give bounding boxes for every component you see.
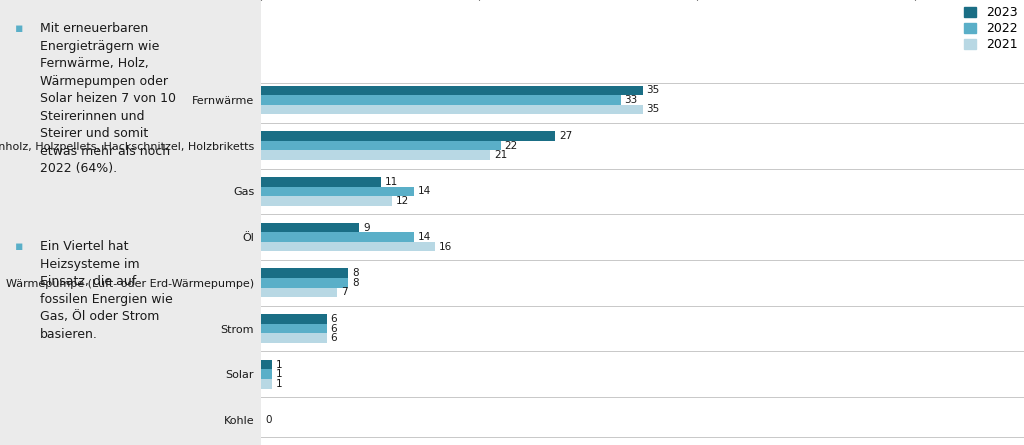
Text: 1: 1 — [275, 379, 283, 389]
Bar — [261, 105, 643, 114]
Bar — [261, 232, 414, 242]
Text: 27: 27 — [559, 131, 572, 141]
Bar — [261, 196, 392, 206]
Text: 8: 8 — [352, 268, 358, 278]
Bar — [261, 141, 501, 150]
Text: 33: 33 — [625, 95, 638, 105]
Text: 6: 6 — [331, 324, 337, 334]
Text: 9: 9 — [364, 222, 370, 233]
Bar — [261, 177, 381, 186]
Legend: 2023, 2022, 2021: 2023, 2022, 2021 — [964, 6, 1018, 52]
Text: Ein Viertel hat
Heizsysteme im
Einsatz, die auf
fossilen Energien wie
Gas, Öl od: Ein Viertel hat Heizsysteme im Einsatz, … — [40, 240, 173, 341]
Bar — [261, 223, 359, 232]
Text: 14: 14 — [418, 186, 431, 196]
Text: 35: 35 — [646, 85, 659, 95]
Text: ▪: ▪ — [15, 240, 24, 253]
Bar — [261, 268, 348, 278]
Bar — [261, 85, 643, 95]
Bar — [261, 287, 338, 297]
Bar — [261, 379, 272, 388]
Text: 12: 12 — [395, 196, 409, 206]
Bar — [261, 324, 327, 333]
Bar — [261, 242, 435, 251]
Bar — [261, 314, 327, 324]
Bar — [261, 95, 621, 105]
Text: 11: 11 — [385, 177, 398, 187]
Text: 35: 35 — [646, 105, 659, 114]
Bar — [261, 186, 414, 196]
Text: 6: 6 — [331, 314, 337, 324]
Bar — [261, 150, 490, 160]
Text: 16: 16 — [439, 242, 453, 252]
Bar — [261, 360, 272, 369]
Bar — [261, 131, 555, 141]
Text: 21: 21 — [494, 150, 507, 160]
Text: 22: 22 — [505, 141, 518, 151]
Bar — [261, 369, 272, 379]
Bar — [261, 278, 348, 287]
Text: 0: 0 — [265, 415, 271, 425]
Text: 8: 8 — [352, 278, 358, 288]
Bar — [261, 333, 327, 343]
Text: ▪: ▪ — [15, 22, 24, 35]
Text: 14: 14 — [418, 232, 431, 242]
Text: 1: 1 — [275, 369, 283, 379]
Text: Mit erneuerbaren
Energieträgern wie
Fernwärme, Holz,
Wärmepumpen oder
Solar heiz: Mit erneuerbaren Energieträgern wie Fern… — [40, 22, 176, 175]
Text: 6: 6 — [331, 333, 337, 343]
Text: 1: 1 — [275, 360, 283, 370]
Text: 7: 7 — [341, 287, 348, 297]
